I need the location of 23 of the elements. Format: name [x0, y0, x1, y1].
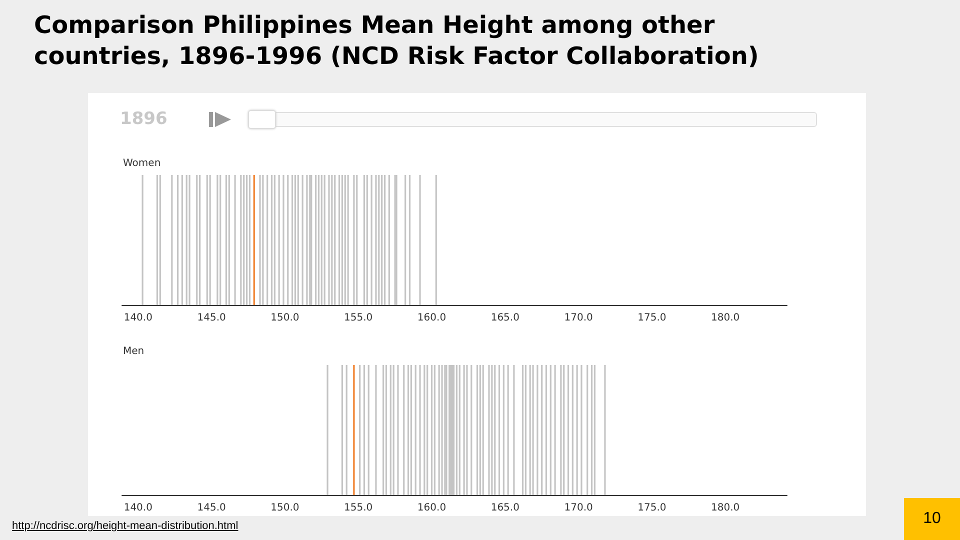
text: http://ncdrisc.org/height-mean-distribution.html — [12, 520, 238, 532]
x-tick-label: 145.0 — [197, 312, 226, 324]
x-tick-label: 150.0 — [270, 312, 300, 324]
text: 10 — [904, 498, 960, 540]
x-tick-label: 180.0 — [711, 312, 740, 324]
x-tick-label: 155.0 — [344, 502, 373, 514]
x-tick-label: 170.0 — [564, 312, 593, 324]
x-tick-label: 175.0 — [638, 502, 666, 514]
x-tick-label: 175.0 — [638, 312, 666, 324]
chart-subtitle: Women — [123, 158, 161, 169]
x-tick-label: 140.0 — [124, 312, 152, 324]
x-tick-label: 165.0 — [490, 312, 520, 324]
x-tick-label: 145.0 — [197, 502, 226, 514]
x-tick-label: 180.0 — [711, 502, 740, 514]
x-tick-label: 160.0 — [417, 502, 446, 514]
chart-title: Men — [123, 346, 144, 357]
x-tick-label: 170.0 — [564, 502, 593, 514]
x-tick-label: 140.0 — [124, 502, 152, 514]
x-tick-label: 165.0 — [490, 502, 520, 514]
chart-title: Comparison Philippines Mean Height among other countries, 1896-1996 (NCD Risk Factor Collaboration) — [34, 10, 760, 72]
x-tick-label: 160.0 — [417, 312, 446, 324]
x-tick-label: 155.0 — [344, 312, 373, 324]
x-tick-label: 150.0 — [270, 502, 300, 514]
